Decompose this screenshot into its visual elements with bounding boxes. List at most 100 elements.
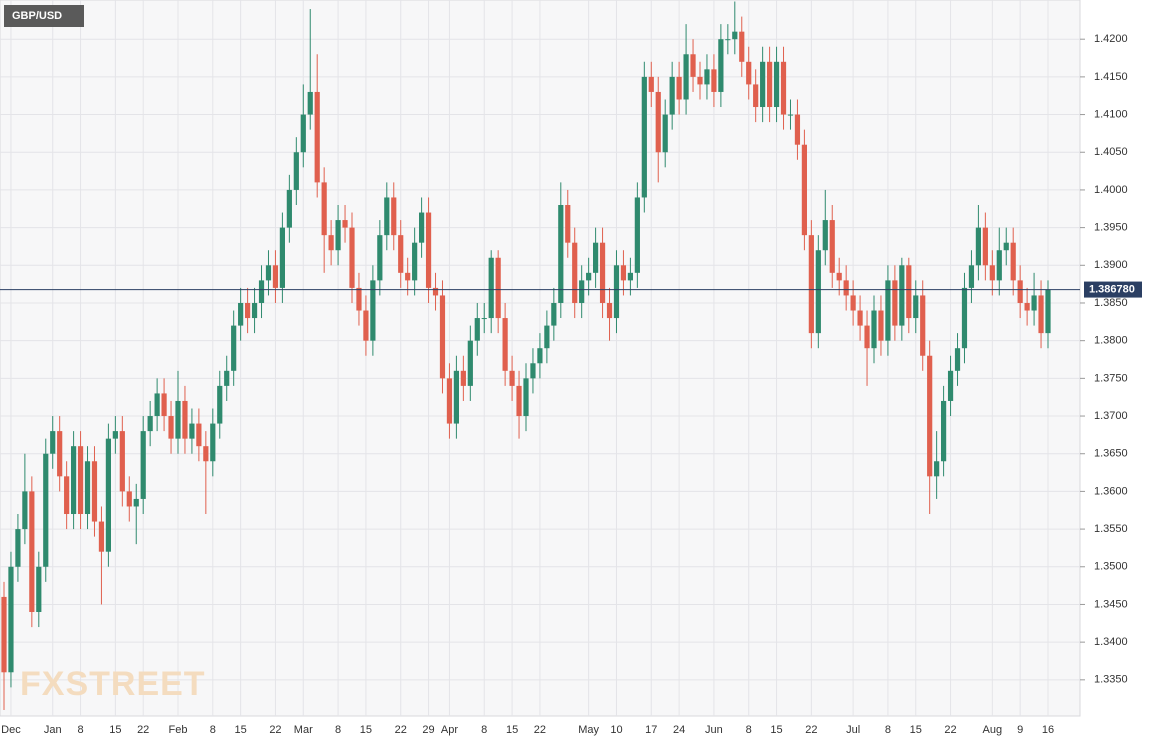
candle-body [8, 566, 14, 673]
candle-body [725, 39, 731, 41]
candle-body [238, 302, 244, 326]
x-tick-label: 10 [610, 724, 622, 736]
candle-body [516, 385, 522, 417]
candle-body [808, 235, 814, 334]
candle-body [453, 370, 459, 424]
candle-body [767, 61, 773, 108]
candle-body [147, 416, 153, 432]
x-tick-label: 22 [805, 724, 817, 736]
candle-body [537, 348, 543, 364]
axes: 1.3350 1.3400 1.3450 1.3500 1.3550 1.3600 1.36… [1, 33, 1127, 736]
candle-body [551, 302, 557, 326]
candle-body [620, 265, 627, 281]
candle-body [460, 370, 466, 386]
candle-body [105, 438, 111, 552]
candle-body [787, 114, 794, 116]
candle-body [119, 431, 125, 492]
candle-body [586, 272, 592, 281]
candle-body [203, 446, 209, 462]
y-tick-label: 1.3950 [1094, 222, 1128, 234]
x-tick-label: 8 [885, 724, 891, 736]
candle-body [565, 205, 571, 243]
candle-body [822, 220, 828, 251]
candle-body [217, 385, 223, 424]
x-tick-label: 22 [395, 724, 407, 736]
candle-body [140, 431, 146, 499]
candle-body [954, 348, 961, 371]
candle-body [1, 596, 7, 673]
candle-body [1010, 242, 1016, 281]
candle-body [335, 220, 341, 251]
y-tick-label: 1.4000 [1094, 184, 1128, 196]
candle-body [920, 295, 926, 356]
x-tick-label: Aug [983, 724, 1003, 736]
x-tick-label: 15 [910, 724, 922, 736]
candle-body [975, 227, 981, 266]
y-tick-label: 1.3450 [1094, 598, 1128, 610]
candle-body [446, 378, 453, 424]
candle-body [98, 521, 105, 552]
x-tick-label: 8 [746, 724, 752, 736]
x-tick-label: 17 [645, 724, 657, 736]
x-tick-label: Mar [294, 724, 313, 736]
y-tick-label: 1.4150 [1094, 71, 1128, 83]
candle-body [488, 257, 494, 319]
candle-body [363, 310, 369, 341]
candle-body [71, 446, 77, 515]
candle-body [405, 272, 411, 281]
candle-body [968, 265, 975, 288]
candle-body [189, 423, 195, 439]
x-tick-label: Jul [846, 724, 860, 736]
y-tick-label: 1.4050 [1094, 146, 1128, 158]
candle-body [314, 91, 320, 183]
candle-body [1045, 289, 1051, 334]
candle-body [356, 287, 362, 311]
candle-body [690, 54, 696, 77]
y-tick-label: 1.4200 [1094, 33, 1128, 45]
candle-body [307, 91, 313, 115]
candle-body [579, 280, 585, 303]
candle-body [22, 491, 28, 530]
x-tick-label: Apr [441, 724, 458, 736]
x-tick-label: 8 [335, 724, 341, 736]
candle-body [780, 61, 787, 115]
x-tick-label: 22 [137, 724, 149, 736]
x-tick-label: 15 [506, 724, 518, 736]
candle-body [753, 84, 759, 108]
x-tick-label: May [578, 724, 599, 736]
candle-body [161, 393, 167, 417]
candle-body [133, 498, 139, 507]
x-tick-label: 15 [770, 724, 782, 736]
candle-body [669, 76, 675, 115]
candle-body [231, 325, 237, 371]
candle-body [112, 431, 118, 439]
y-tick-label: 1.3500 [1094, 561, 1128, 573]
candle-body [84, 461, 91, 515]
candle-body [439, 295, 446, 379]
x-tick-label: 15 [235, 724, 247, 736]
y-tick-label: 1.3850 [1094, 297, 1128, 309]
candle-body [64, 476, 70, 515]
candle-body [801, 144, 807, 236]
candle-body [878, 310, 884, 341]
candle-body [606, 302, 613, 319]
candle-body [850, 295, 856, 311]
candle-body [481, 318, 487, 320]
candle-body [871, 310, 877, 349]
candle-body [857, 310, 863, 326]
candle-body [1024, 302, 1030, 311]
candle-body [885, 280, 891, 341]
candle-body [683, 54, 689, 100]
candle-body [732, 31, 738, 40]
candle-body [746, 61, 752, 85]
candle-body [934, 461, 940, 477]
candle-body [391, 197, 397, 236]
candle-body [474, 318, 480, 341]
candle-body [196, 423, 202, 447]
candle-body [1003, 242, 1009, 251]
candle-body [370, 280, 376, 341]
candle-body [718, 39, 724, 92]
candle-body [704, 69, 710, 85]
candle-body [342, 220, 348, 228]
candle-body [398, 235, 404, 273]
